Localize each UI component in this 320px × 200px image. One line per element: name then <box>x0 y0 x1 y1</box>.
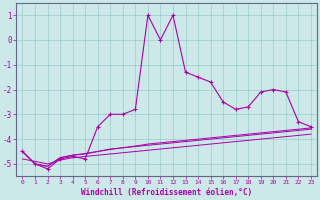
X-axis label: Windchill (Refroidissement éolien,°C): Windchill (Refroidissement éolien,°C) <box>81 188 252 197</box>
